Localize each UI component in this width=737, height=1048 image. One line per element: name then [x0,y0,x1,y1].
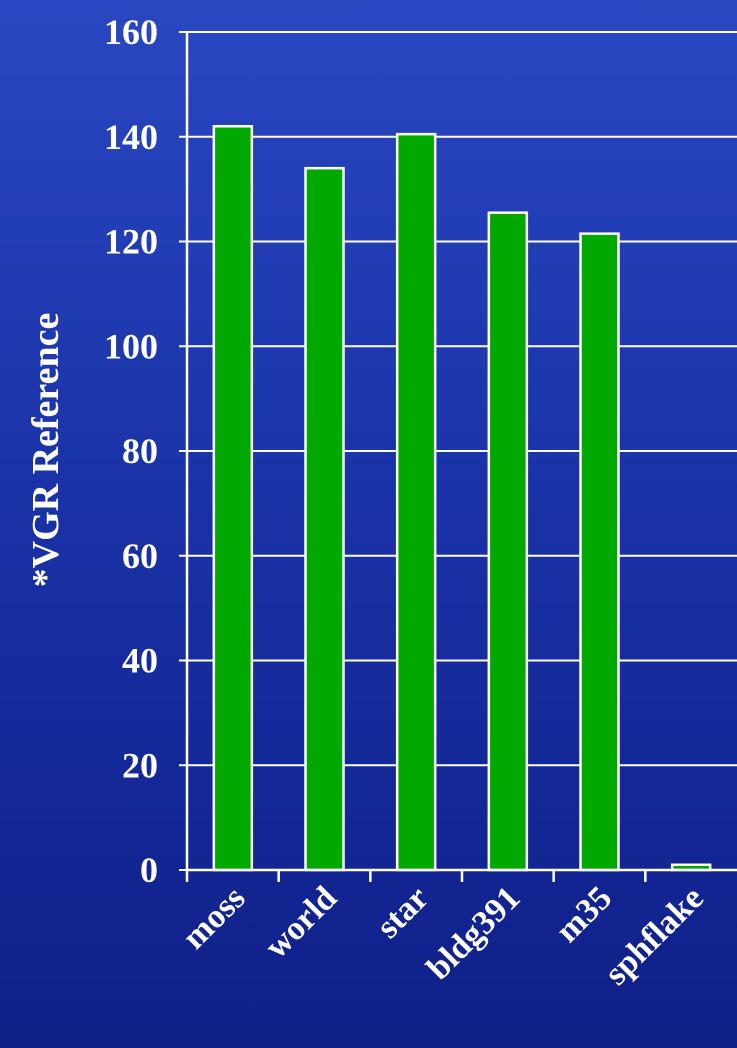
y-tick-label: 140 [104,117,158,157]
bar-world [304,166,345,872]
x-category-label: star [370,879,436,945]
bar-moss [212,125,254,872]
y-tick-label: 100 [104,326,158,366]
x-category-label: m35 [549,879,619,949]
y-tick-label: 80 [122,431,158,471]
bar-m35 [579,232,620,872]
y-tick-label: 0 [140,850,158,890]
y-tick-label: 160 [104,12,158,52]
x-category-label: world [258,879,344,965]
y-tick-labels: 0 20 40 60 80 100 120 140 160 [104,12,158,890]
x-category-label: moss [176,879,253,956]
bar-bldg391 [487,211,529,872]
bar-star [395,132,437,872]
bars [212,125,712,872]
y-axis-title: *VGR Reference [25,313,67,588]
y-tick-label: 40 [122,641,158,681]
x-category-label: bldg391 [420,879,528,987]
y-tick-label: 120 [104,222,158,262]
gridlines [187,31,737,767]
y-tick-label: 60 [122,536,158,576]
x-category-label: sphflake [598,879,711,992]
y-tick-label: 20 [122,745,158,785]
axes [179,31,737,882]
